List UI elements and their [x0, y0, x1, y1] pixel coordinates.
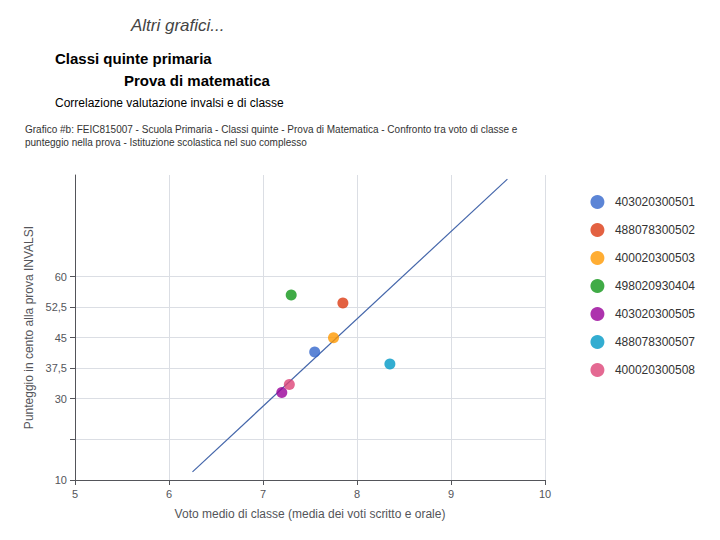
svg-text:400020300508: 400020300508 [615, 363, 695, 377]
svg-text:7: 7 [260, 488, 266, 500]
svg-text:400020300503: 400020300503 [615, 251, 695, 265]
svg-text:6: 6 [166, 488, 172, 500]
svg-text:Voto medio di classe (media de: Voto medio di classe (media dei voti scr… [175, 507, 446, 521]
svg-text:403020300501: 403020300501 [615, 195, 695, 209]
svg-text:5: 5 [72, 488, 78, 500]
svg-text:punteggio nella prova - Istitu: punteggio nella prova - Istituzione scol… [25, 137, 307, 148]
svg-text:Altri grafici...: Altri grafici... [130, 16, 225, 35]
svg-text:Punteggio in cento alla prova: Punteggio in cento alla prova INVALSI [22, 226, 36, 429]
svg-text:37,5: 37,5 [46, 362, 67, 374]
svg-text:498020930404: 498020930404 [615, 279, 695, 293]
svg-text:488078300507: 488078300507 [615, 335, 695, 349]
svg-text:30: 30 [55, 393, 67, 405]
svg-text:Prova di matematica: Prova di matematica [124, 72, 271, 89]
svg-text:403020300505: 403020300505 [615, 307, 695, 321]
svg-text:10: 10 [539, 488, 551, 500]
svg-text:10: 10 [55, 474, 67, 486]
svg-text:488078300502: 488078300502 [615, 223, 695, 237]
svg-text:Correlazione valutazione inval: Correlazione valutazione invalsi e di cl… [55, 96, 284, 110]
svg-text:45: 45 [55, 332, 67, 344]
svg-text:Classi quinte primaria: Classi quinte primaria [55, 50, 212, 67]
svg-text:Grafico #b: FEIC815007 - Scuol: Grafico #b: FEIC815007 - Scuola Primaria… [25, 124, 518, 135]
svg-text:52,5: 52,5 [46, 301, 67, 313]
svg-text:60: 60 [55, 271, 67, 283]
svg-text:9: 9 [448, 488, 454, 500]
svg-text:8: 8 [354, 488, 360, 500]
